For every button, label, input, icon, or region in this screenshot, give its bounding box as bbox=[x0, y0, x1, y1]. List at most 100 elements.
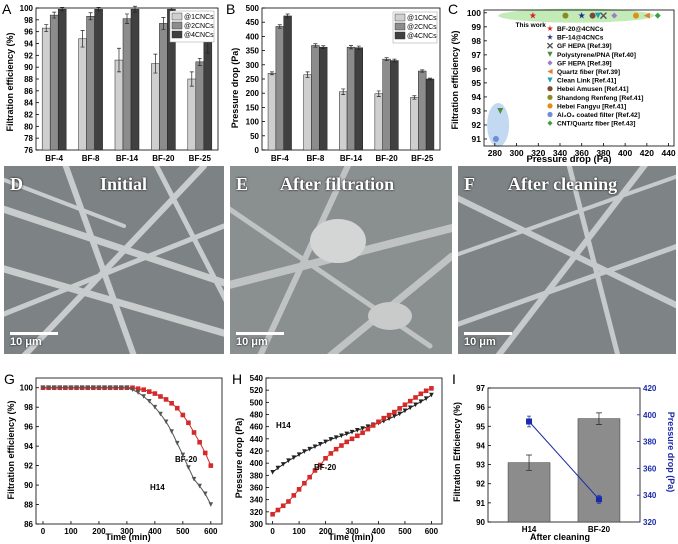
error-bar bbox=[376, 90, 381, 97]
data-point bbox=[397, 406, 402, 411]
y-tick-label: 96 bbox=[476, 403, 485, 412]
data-point bbox=[85, 385, 91, 391]
data-point bbox=[270, 511, 275, 517]
legend-label: @1CNCs bbox=[407, 15, 437, 22]
error-bar bbox=[125, 13, 129, 24]
pressure-drop-point bbox=[595, 496, 602, 503]
plot-frame bbox=[483, 9, 675, 147]
series-line-BF-20 bbox=[272, 387, 432, 515]
data-point bbox=[135, 390, 141, 395]
data-point bbox=[63, 385, 68, 391]
bar-4CNCs bbox=[130, 8, 140, 151]
x-tick-label: BF-4 bbox=[271, 154, 289, 163]
chart-i-y2label: Pressure drop (Pa) bbox=[666, 412, 676, 493]
x-tick-label: BF-14 bbox=[116, 154, 139, 163]
scatter-point bbox=[611, 12, 618, 19]
data-point bbox=[158, 394, 163, 399]
y-tick-label: 460 bbox=[250, 423, 264, 432]
scale-label-f: 10 μm bbox=[464, 336, 496, 348]
data-point bbox=[407, 398, 413, 404]
scatter-point bbox=[492, 135, 499, 142]
bar-2CNCs bbox=[418, 70, 427, 151]
legend-label: Shandong Renfeng [Ref.41] bbox=[557, 95, 643, 102]
data-point bbox=[174, 405, 180, 411]
y-tick-label: 200 bbox=[246, 89, 260, 98]
y-tick-label: 92 bbox=[472, 120, 482, 130]
y-tick-label: 360 bbox=[250, 484, 264, 493]
data-point bbox=[333, 446, 339, 452]
legend-marker bbox=[547, 77, 553, 83]
y-tick-label: 100 bbox=[20, 4, 34, 13]
legend-swatch bbox=[394, 31, 406, 40]
data-point bbox=[202, 450, 208, 456]
data-point bbox=[275, 465, 281, 471]
bar-H14 bbox=[507, 462, 551, 523]
data-point bbox=[423, 388, 429, 394]
data-point bbox=[130, 387, 135, 392]
x-tick-label: BF-4 bbox=[45, 154, 63, 163]
data-point bbox=[197, 439, 202, 445]
y-tick-label: 98 bbox=[24, 16, 33, 25]
error-bar bbox=[197, 57, 202, 66]
y-tick-label: 420 bbox=[250, 447, 264, 456]
y-tick-label: 0 bbox=[255, 146, 260, 155]
scale-bar-e: 10 μm bbox=[236, 332, 284, 348]
error-bar bbox=[321, 45, 326, 49]
legend-label: Hebei Amusen [Ref.41] bbox=[557, 86, 629, 93]
y-tick-label: 90 bbox=[24, 63, 33, 72]
data-point bbox=[386, 416, 392, 422]
y-tick-label: 100 bbox=[246, 118, 260, 127]
y-tick-label: 98 bbox=[472, 36, 482, 46]
sem-title-after-filtration: After filtration bbox=[280, 174, 395, 194]
scatter-point bbox=[643, 12, 650, 19]
series-label-H14: H14 bbox=[150, 483, 165, 492]
y-tick-label: 500 bbox=[250, 398, 264, 407]
y-tick-label: 92 bbox=[24, 462, 33, 471]
scatter-point bbox=[654, 12, 661, 19]
plot-frame bbox=[265, 377, 443, 525]
x-tick-label: 500 bbox=[176, 527, 190, 536]
panel-letter-a: A bbox=[2, 1, 12, 17]
y-tick-label: 94 bbox=[472, 92, 482, 102]
y-tick-label: 300 bbox=[246, 61, 260, 70]
data-point bbox=[79, 385, 85, 391]
x-tick-label: 300 bbox=[120, 527, 134, 536]
data-point bbox=[191, 430, 197, 435]
data-point bbox=[312, 444, 318, 450]
sem-image-after-filtration: E After filtration 10 μm bbox=[230, 166, 452, 354]
error-bar bbox=[428, 77, 433, 81]
legend-label: @2CNCs bbox=[184, 23, 214, 30]
legend-label: GF HEPA [Ref.39] bbox=[557, 60, 612, 67]
error-bar bbox=[153, 53, 158, 74]
legend-label: BF-20@4CNCs bbox=[557, 26, 604, 33]
panel-letter-h: H bbox=[232, 371, 242, 387]
error-bar bbox=[305, 71, 310, 78]
sem-title-initial: Initial bbox=[100, 174, 148, 194]
y-tick-label: 98 bbox=[24, 403, 33, 412]
data-point bbox=[349, 429, 355, 435]
data-point bbox=[163, 397, 169, 402]
bar-4CNCs bbox=[390, 60, 399, 151]
data-point bbox=[158, 411, 163, 417]
y-tick-label: 300 bbox=[250, 520, 264, 529]
legend-label: @4CNCs bbox=[407, 33, 437, 40]
y-tick-label: 340 bbox=[250, 496, 264, 505]
data-point bbox=[344, 439, 350, 445]
data-point bbox=[169, 401, 174, 406]
data-point bbox=[202, 491, 208, 497]
panel-letter-f: F bbox=[464, 174, 475, 194]
bar-2CNCs bbox=[49, 14, 59, 151]
data-point bbox=[302, 449, 307, 454]
chart-g: G Filtration efficiency (%) Time (min) 8… bbox=[4, 371, 223, 542]
scatter-point bbox=[589, 12, 596, 19]
bar-2CNCs bbox=[195, 61, 205, 151]
y-tick-label: 94 bbox=[476, 441, 485, 450]
chart-g-xlabel: Time (min) bbox=[105, 532, 150, 542]
data-point bbox=[146, 389, 152, 394]
data-point bbox=[296, 452, 302, 457]
y-tick-label: 76 bbox=[24, 146, 33, 155]
data-point bbox=[152, 391, 158, 396]
error-bar bbox=[80, 30, 85, 48]
legend-marker bbox=[547, 103, 553, 109]
data-point bbox=[307, 446, 312, 452]
